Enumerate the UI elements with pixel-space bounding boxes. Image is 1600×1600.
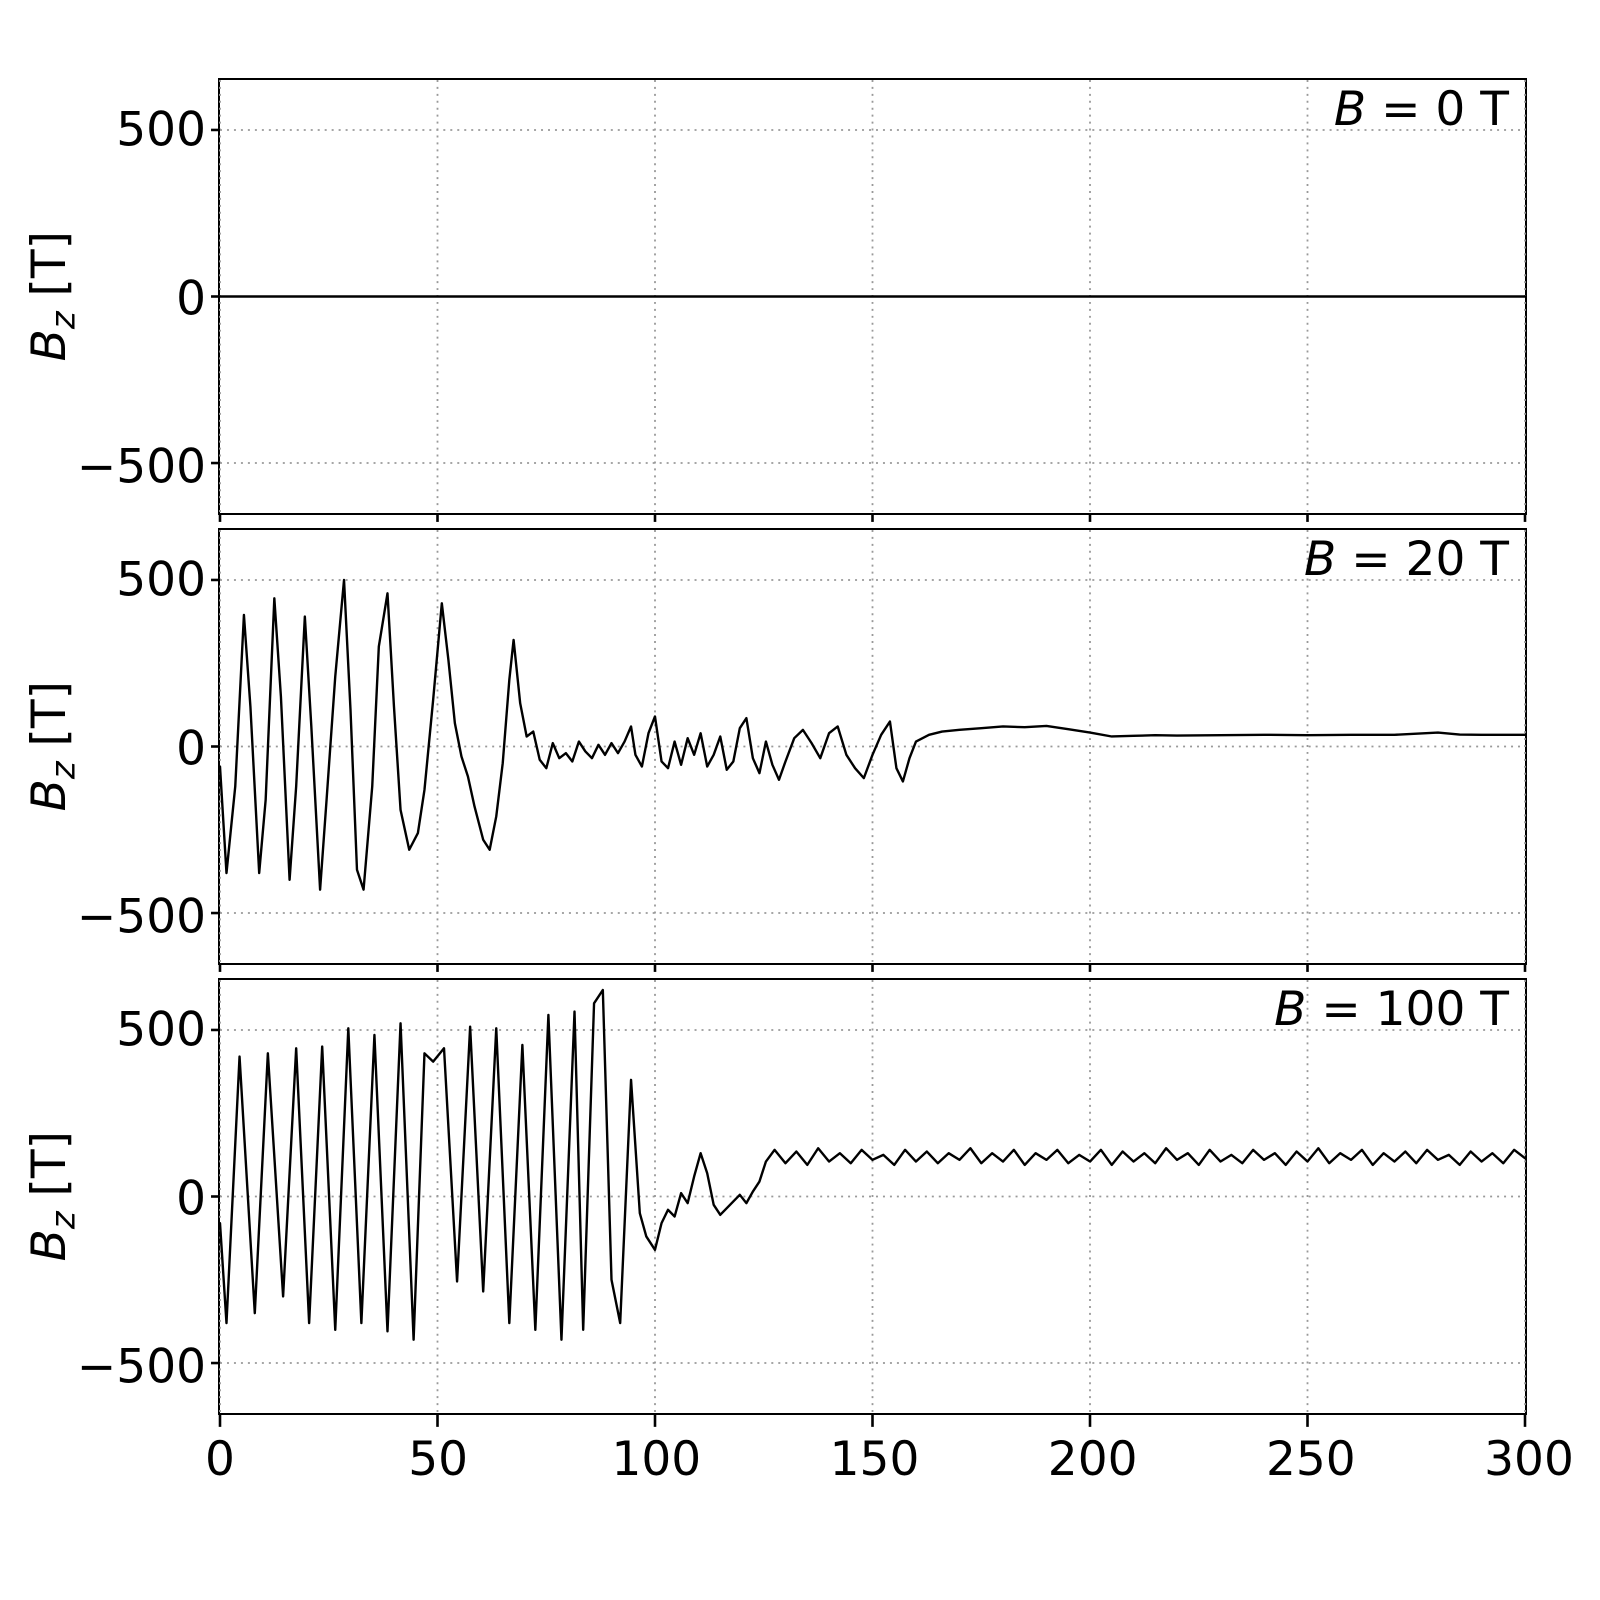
annotation-text: = 0 T	[1366, 82, 1509, 137]
y-tick-label: 0	[176, 721, 206, 776]
x-tick-label: 250	[1265, 1432, 1356, 1487]
ylabel-symbol: B	[21, 1229, 77, 1262]
plot-svg-1	[211, 530, 1527, 972]
y-axis-label-text: Bz [T]	[22, 231, 82, 361]
x-tick-label: 0	[205, 1432, 235, 1487]
ylabel-unit: [T]	[21, 681, 77, 762]
y-tick-label: −500	[76, 889, 206, 945]
plot-svg-2	[211, 980, 1527, 1427]
y-axis-label-text: Bz [T]	[22, 681, 82, 811]
annotation-text: = 20 T	[1336, 532, 1509, 587]
annotation-symbol: B	[1274, 982, 1307, 1037]
plot-svg-0	[211, 80, 1527, 522]
annotation-symbol: B	[1304, 532, 1337, 587]
ylabel-unit: [T]	[21, 231, 77, 312]
ylabel-subscript: z	[43, 761, 83, 780]
x-tick-label: 200	[1047, 1432, 1138, 1487]
y-tick-label: 500	[116, 552, 206, 608]
y-tick-label: 500	[116, 1002, 206, 1058]
panel-annotation: B = 0 T	[1334, 82, 1509, 138]
panel-b20: B = 20 T Bz [T] 500 0 −500	[22, 528, 1527, 972]
y-tick-label: 0	[176, 1171, 206, 1226]
panel-b100: B = 100 T Bz [T] 500 0 −500 0 50 100 150 200 250…	[22, 978, 1574, 1487]
y-tick-label: −500	[76, 1339, 206, 1395]
y-tick-label: 0	[176, 271, 206, 326]
ylabel-symbol: B	[21, 779, 77, 812]
x-tick-label: 150	[829, 1432, 920, 1487]
y-tick-label: −500	[76, 439, 206, 495]
ylabel-subscript: z	[43, 311, 83, 330]
annotation-symbol: B	[1333, 82, 1367, 137]
ylabel-symbol: B	[21, 329, 77, 362]
x-tick-label: 300	[1484, 1432, 1574, 1487]
x-tick-label: 100	[611, 1432, 702, 1487]
panel-annotation: B = 100 T	[1274, 982, 1509, 1038]
x-tick-label: 50	[408, 1432, 469, 1487]
ylabel-subscript: z	[43, 1211, 83, 1230]
panel-annotation: B = 20 T	[1304, 532, 1509, 588]
ylabel-unit: [T]	[21, 1131, 77, 1212]
y-tick-label: 500	[116, 102, 206, 158]
y-axis-label-text: Bz [T]	[22, 1131, 82, 1261]
panel-b0: B = 0 T Bz [T] 500 0 −500	[22, 78, 1527, 522]
annotation-text: = 100 T	[1306, 982, 1509, 1037]
